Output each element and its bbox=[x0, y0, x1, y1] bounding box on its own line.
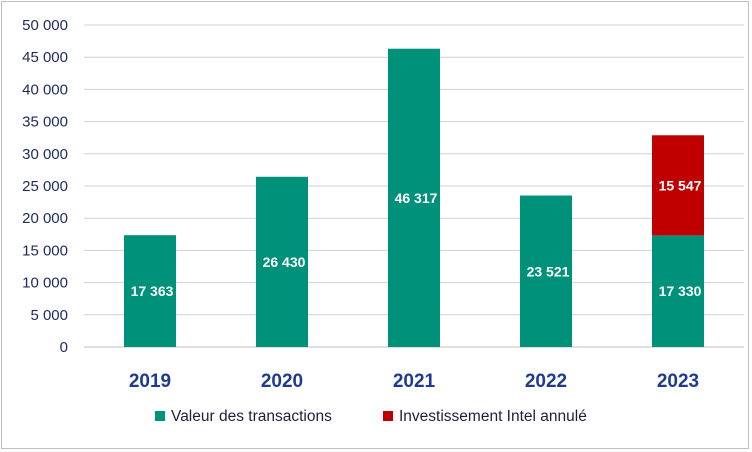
y-tick-label: 25 000 bbox=[22, 178, 68, 195]
x-tick-label: 2022 bbox=[525, 371, 567, 392]
y-tick-label: 10 000 bbox=[22, 275, 68, 292]
x-tick-label: 2021 bbox=[393, 371, 436, 392]
y-tick-label: 40 000 bbox=[22, 81, 68, 98]
bar-transactions-2023 bbox=[652, 235, 704, 347]
y-tick-label: 20 000 bbox=[22, 210, 68, 227]
data-label: 26 430 bbox=[263, 254, 306, 270]
y-tick-label: 30 000 bbox=[22, 146, 68, 163]
legend-label: Valeur des transactions bbox=[171, 408, 332, 425]
data-label: 17 330 bbox=[659, 283, 702, 299]
bar-transactions-2021 bbox=[388, 48, 440, 348]
data-label: 17 363 bbox=[131, 283, 174, 299]
y-tick-label: 15 000 bbox=[22, 242, 68, 259]
x-tick-label: 2023 bbox=[657, 371, 699, 392]
x-tick-label: 2020 bbox=[261, 371, 303, 392]
bar-transactions-2020 bbox=[256, 176, 308, 347]
y-tick-label: 45 000 bbox=[22, 49, 68, 66]
legend: Valeur des transactions Investissement In… bbox=[155, 408, 587, 425]
legend-label: Investissement Intel annulé bbox=[399, 408, 587, 425]
bar-transactions-2019 bbox=[124, 235, 176, 347]
x-tick-label: 2019 bbox=[129, 371, 171, 392]
data-label: 23 521 bbox=[527, 263, 570, 279]
y-tick-label: 0 bbox=[60, 339, 68, 356]
bar-intel-2023 bbox=[652, 135, 704, 236]
y-axis: 0 5 000 10 000 15 000 20 000 25 000 30 000 35 0… bbox=[22, 17, 68, 356]
bars bbox=[124, 48, 704, 348]
data-label: 46 317 bbox=[395, 190, 438, 206]
y-tick-label: 35 000 bbox=[22, 114, 68, 131]
y-tick-label: 5 000 bbox=[30, 307, 68, 324]
x-axis: 2019 2020 2021 2022 2023 bbox=[129, 371, 699, 392]
legend-swatch bbox=[155, 411, 165, 421]
data-label: 15 547 bbox=[659, 177, 702, 193]
bar-transactions-2022 bbox=[520, 195, 572, 347]
data-labels: 17 363 26 430 46 317 23 521 17 330 15 547 bbox=[131, 177, 702, 299]
legend-swatch bbox=[383, 411, 393, 421]
y-tick-label: 50 000 bbox=[22, 17, 68, 34]
